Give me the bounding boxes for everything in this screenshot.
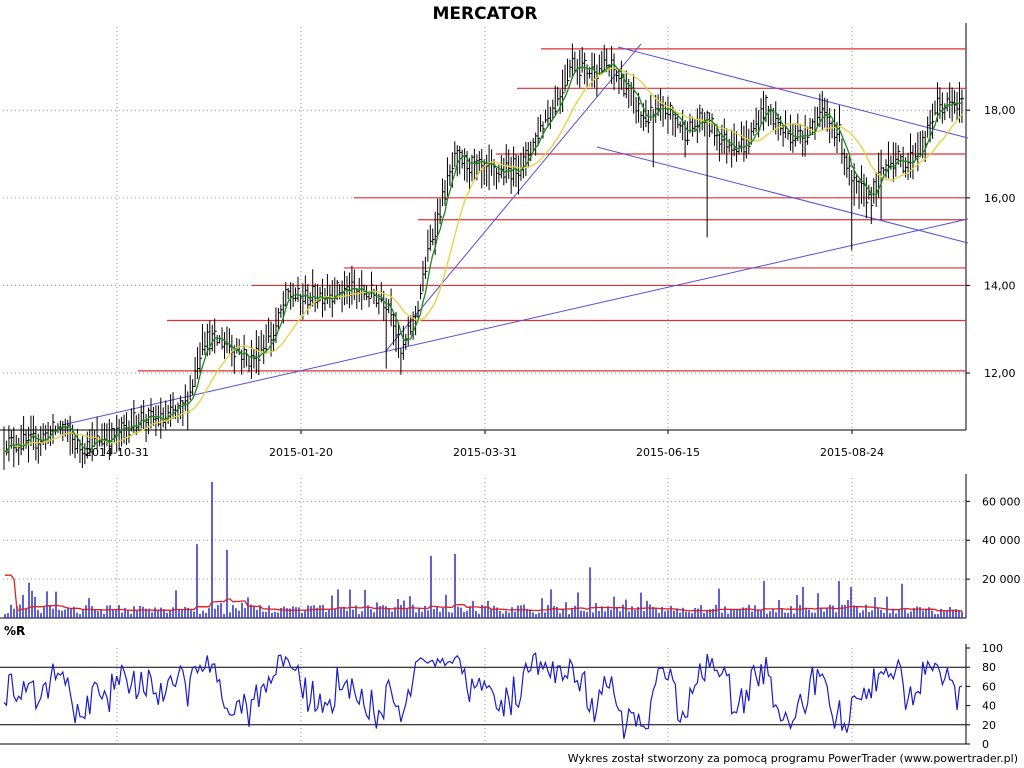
x-tick-label: 2015-06-15 bbox=[636, 446, 700, 459]
volume-bars bbox=[4, 481, 963, 618]
williams-r bbox=[3, 652, 963, 739]
williams-r-label: %R bbox=[4, 624, 25, 638]
moving-averages bbox=[3, 63, 963, 453]
y-tick-label: 14,00 bbox=[984, 279, 1016, 292]
short-moving-average bbox=[3, 63, 963, 453]
y-tick-label: 40 000 bbox=[982, 534, 1021, 547]
y-tick-label: 60 000 bbox=[982, 495, 1021, 508]
grid bbox=[0, 27, 966, 744]
trendlines bbox=[61, 43, 969, 426]
chart-title: MERCATOR bbox=[432, 4, 537, 24]
y-tick-label: 18,00 bbox=[984, 104, 1016, 117]
williams-r-line bbox=[3, 652, 963, 739]
footer-credit: Wykres został stworzony za pomocą progra… bbox=[568, 752, 1018, 765]
y-tick-label: 16,00 bbox=[984, 192, 1016, 205]
y-tick-label: 60 bbox=[982, 680, 996, 693]
trendline bbox=[384, 43, 642, 353]
volume-average bbox=[5, 574, 963, 612]
tick-labels: 2014-10-31 2015-01-20 2015-03-31 2015-06-15… bbox=[85, 104, 1020, 751]
x-tick-label: 2015-03-31 bbox=[453, 446, 517, 459]
y-tick-label: 40 bbox=[982, 700, 996, 713]
trendline bbox=[61, 218, 969, 426]
trendline bbox=[596, 146, 969, 244]
y-tick-label: 20 bbox=[982, 719, 996, 732]
y-tick-label: 0 bbox=[982, 738, 989, 751]
x-tick-label: 2015-01-20 bbox=[269, 446, 333, 459]
y-tick-label: 12,00 bbox=[984, 367, 1016, 380]
long-moving-average bbox=[3, 67, 963, 453]
y-tick-label: 20 000 bbox=[982, 573, 1021, 586]
x-tick-label: 2014-10-31 bbox=[85, 446, 149, 459]
x-tick-label: 2015-08-24 bbox=[820, 446, 884, 459]
y-tick-label: 80 bbox=[982, 661, 996, 674]
trendline bbox=[617, 46, 969, 139]
volume-average-line bbox=[5, 574, 963, 612]
y-tick-label: 100 bbox=[982, 642, 1003, 655]
